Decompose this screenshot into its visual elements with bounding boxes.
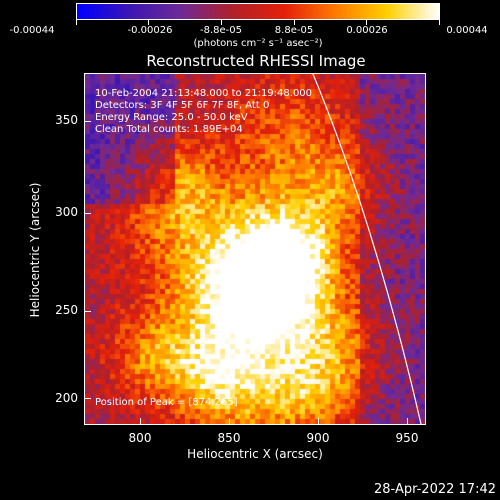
colorbar-tick-label: 0.00044 (446, 25, 488, 36)
x-tick-mark (318, 418, 319, 424)
info-counts: Clean Total counts: 1.89E+04 (95, 124, 243, 135)
x-axis-label: Heliocentric X (arcsec) (187, 447, 323, 461)
x-tick-label: 900 (306, 431, 330, 445)
x-tick-mark (140, 418, 141, 424)
x-tick-label: 850 (217, 431, 241, 445)
colorbar-unit-label: (photons cm⁻² s⁻¹ asec⁻²) (193, 38, 323, 49)
y-tick-label: 200 (55, 391, 78, 405)
y-tick-mark (85, 213, 91, 214)
x-tick-mark (407, 418, 408, 424)
colorbar-tick-label: -0.00026 (127, 25, 173, 36)
x-tick-mark (229, 418, 230, 424)
y-tick-label: 350 (55, 113, 78, 127)
rhessi-heatmap (85, 74, 425, 424)
y-axis-label: Heliocentric Y (arcsec) (28, 182, 42, 318)
info-time-range: 10-Feb-2004 21:13:48.000 to 21:19:48.000 (95, 88, 313, 99)
y-tick-mark (85, 121, 91, 122)
y-tick-mark (85, 311, 91, 312)
peak-position-label: Position of Peak = [874,265] (95, 397, 238, 408)
solar-limb-curve (312, 74, 422, 424)
x-tick-label: 800 (128, 431, 152, 445)
colorbar-tick-label: 0.00026 (346, 25, 388, 36)
y-tick-mark (85, 398, 91, 399)
colorbar-tick-label: -0.00044 (9, 25, 55, 36)
info-detectors: Detectors: 3F 4F 5F 6F 7F 8F, Att 0 (95, 100, 270, 111)
y-tick-label: 300 (55, 205, 78, 219)
colorbar-tick-label: 8.8e-05 (274, 25, 314, 36)
image-title: Reconstructed RHESSI Image (146, 52, 366, 70)
colorbar-tick-label: -8.8e-05 (200, 25, 242, 36)
image-plot: 10-Feb-2004 21:13:48.000 to 21:19:48.000… (84, 73, 426, 425)
x-tick-label: 950 (395, 431, 419, 445)
colorbar-ticks (76, 20, 440, 28)
y-tick-label: 250 (55, 303, 78, 317)
info-energy-range: Energy Range: 25.0 - 50.0 keV (95, 112, 248, 123)
timestamp: 28-Apr-2022 17:42 (374, 482, 496, 497)
colorbar (76, 3, 440, 20)
